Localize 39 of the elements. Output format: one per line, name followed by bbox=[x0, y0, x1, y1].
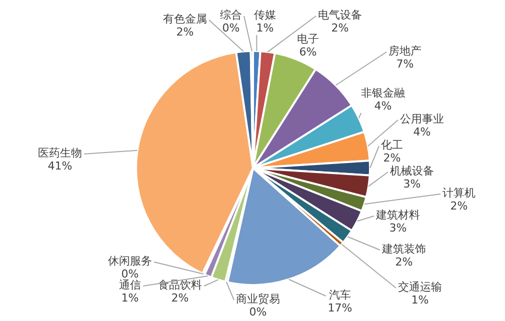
data-label: 4% bbox=[374, 99, 392, 112]
data-label: 2% bbox=[395, 255, 413, 268]
slice-label: 医药生物 bbox=[38, 146, 82, 160]
slice-label: 公用事业 bbox=[400, 112, 444, 126]
slice-label: 电气设备 bbox=[318, 8, 362, 22]
slice-label: 计算机 bbox=[442, 186, 476, 200]
slice-label: 休闲服务 bbox=[108, 254, 152, 268]
data-label: 1% bbox=[256, 21, 274, 34]
slice-label: 房地产 bbox=[388, 44, 422, 58]
slice-label: 机械设备 bbox=[390, 164, 434, 178]
slice-label: 综合 bbox=[220, 8, 242, 22]
data-label: 0% bbox=[222, 21, 240, 34]
slice-label: 电子 bbox=[297, 32, 319, 46]
slice-label: 建筑材料 bbox=[375, 208, 420, 222]
data-label: 2% bbox=[171, 291, 189, 304]
slice-label: 建筑装饰 bbox=[381, 242, 426, 256]
data-label: 2% bbox=[331, 21, 349, 34]
data-label: 3% bbox=[403, 177, 421, 190]
data-label: 2% bbox=[383, 151, 401, 164]
slice-label: 汽车 bbox=[329, 288, 351, 302]
data-label: 7% bbox=[396, 57, 414, 70]
slice-label: 商业贸易 bbox=[236, 292, 280, 306]
data-label: 6% bbox=[299, 45, 317, 58]
slice-label: 有色金属 bbox=[163, 12, 207, 26]
data-label: 17% bbox=[328, 301, 352, 314]
slice-label: 非银金融 bbox=[361, 86, 405, 100]
slice-label: 交通运输 bbox=[398, 280, 442, 294]
data-label: 0% bbox=[249, 305, 267, 318]
data-label: 0% bbox=[121, 267, 139, 280]
data-label: 2% bbox=[176, 25, 194, 38]
data-label: 41% bbox=[48, 159, 72, 172]
data-label: 4% bbox=[413, 125, 431, 138]
data-label: 3% bbox=[389, 221, 407, 234]
data-label: 1% bbox=[411, 293, 429, 306]
data-label: 2% bbox=[450, 199, 468, 212]
slice-label: 通信 bbox=[119, 278, 141, 292]
slice-label: 传媒 bbox=[254, 8, 276, 22]
data-label: 1% bbox=[121, 291, 139, 304]
slice-label: 化工 bbox=[381, 138, 403, 152]
